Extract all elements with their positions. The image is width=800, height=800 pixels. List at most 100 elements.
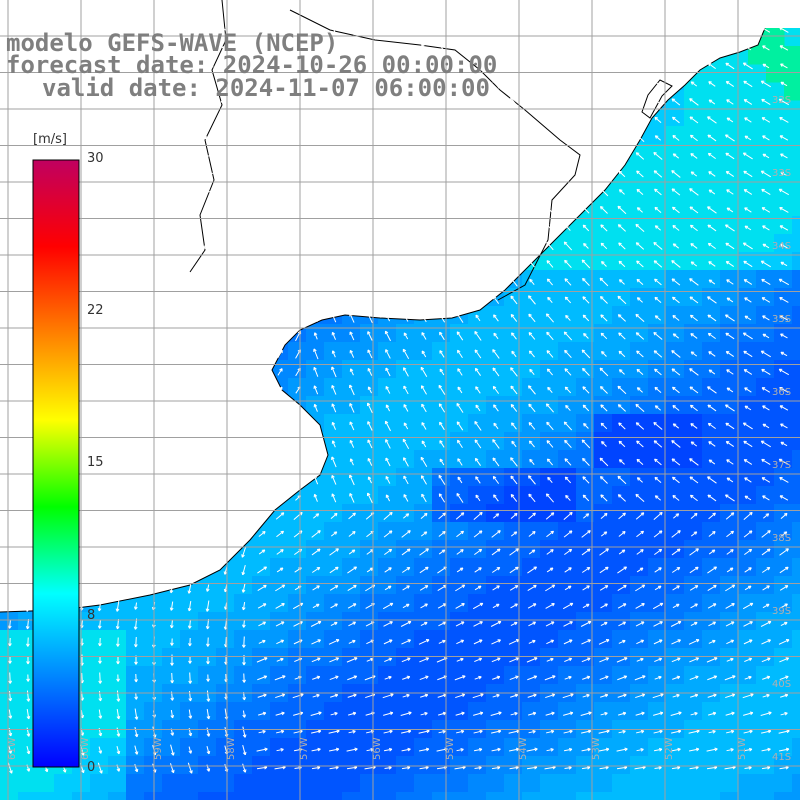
wind-arrow xyxy=(96,27,104,32)
wind-speed-cell xyxy=(738,342,757,361)
wind-arrow xyxy=(59,45,69,50)
wind-arrow xyxy=(95,100,105,104)
wind-speed-cell xyxy=(576,594,595,613)
wind-speed-cell xyxy=(468,756,487,775)
wind-arrow xyxy=(439,80,445,88)
wind-speed-cell xyxy=(738,630,757,649)
wind-speed-cell xyxy=(198,648,217,667)
wind-speed-cell xyxy=(414,450,433,469)
wind-arrow xyxy=(671,170,681,178)
wind-speed-cell xyxy=(630,216,649,235)
wind-speed-cell xyxy=(522,360,541,379)
wind-speed-cell xyxy=(378,666,397,685)
wind-speed-cell xyxy=(522,450,541,469)
wind-arrow xyxy=(528,152,536,160)
wind-arrow xyxy=(402,168,410,180)
wind-speed-cell xyxy=(450,630,469,649)
wind-arrow xyxy=(239,63,249,68)
wind-speed-cell xyxy=(738,774,757,793)
wind-speed-cell xyxy=(792,450,800,469)
wind-speed-cell xyxy=(666,144,685,163)
wind-arrow xyxy=(457,169,463,179)
wind-speed-cell xyxy=(648,756,667,775)
wind-speed-cell xyxy=(342,630,361,649)
wind-arrow xyxy=(726,99,734,105)
wind-speed-cell xyxy=(720,252,739,271)
wind-speed-cell xyxy=(774,342,793,361)
wind-speed-cell xyxy=(702,432,721,451)
wind-speed-cell xyxy=(360,576,379,595)
wind-speed-cell xyxy=(630,540,649,559)
wind-speed-cell xyxy=(180,666,199,685)
wind-arrow xyxy=(528,62,536,70)
wind-arrow xyxy=(725,152,735,160)
wind-arrow xyxy=(23,118,32,122)
wind-arrow xyxy=(457,188,463,196)
wind-speed-cell xyxy=(684,324,703,343)
wind-speed-cell xyxy=(342,648,361,667)
wind-speed-cell xyxy=(738,396,757,415)
wind-speed-cell xyxy=(792,594,800,613)
wind-speed-cell xyxy=(360,648,379,667)
wind-arrow xyxy=(40,81,52,86)
wind-speed-cell xyxy=(774,504,793,523)
wind-speed-cell xyxy=(774,522,793,541)
coastline xyxy=(0,0,766,613)
wind-arrow xyxy=(779,27,789,33)
wind-arrow xyxy=(599,26,608,34)
wind-speed-cell xyxy=(576,612,595,631)
wind-speed-cell xyxy=(324,594,343,613)
colorbar xyxy=(32,159,80,768)
wind-speed-cell xyxy=(504,576,523,595)
wind-arrow xyxy=(456,42,464,53)
wind-speed-cell xyxy=(270,756,289,775)
wind-speed-cell xyxy=(738,702,757,721)
wind-speed-cell xyxy=(766,64,785,83)
wind-speed-cell xyxy=(630,702,649,721)
wind-speed-cell xyxy=(648,216,667,235)
wind-speed-cell xyxy=(792,378,800,397)
wind-arrow xyxy=(77,81,87,86)
wind-speed-cell xyxy=(504,522,523,541)
wind-arrow xyxy=(313,96,319,107)
wind-speed-cell xyxy=(558,756,577,775)
wind-arrow xyxy=(779,135,789,141)
wind-speed-cell xyxy=(360,792,379,800)
wind-speed-cell xyxy=(378,774,397,793)
wind-speed-cell xyxy=(594,594,613,613)
wind-arrow xyxy=(761,27,771,33)
wind-arrow xyxy=(599,97,609,107)
wind-speed-cell xyxy=(630,306,649,325)
wind-arrow xyxy=(779,117,789,123)
wind-speed-cell xyxy=(108,630,127,649)
wind-speed-cell xyxy=(738,522,757,541)
wind-speed-cell xyxy=(720,648,739,667)
wind-speed-cell xyxy=(702,504,721,523)
wind-speed-cell xyxy=(450,558,469,577)
wind-speed-cell xyxy=(612,738,631,757)
wind-arrow xyxy=(707,44,717,52)
wind-arrow xyxy=(313,152,318,160)
wind-speed-cell xyxy=(666,792,685,800)
wind-speed-cell xyxy=(450,594,469,613)
wind-arrow xyxy=(707,152,716,160)
uruguay-border xyxy=(189,0,227,273)
wind-speed-cell xyxy=(648,576,667,595)
wind-arrow xyxy=(349,43,355,53)
wind-arrow xyxy=(331,170,336,178)
wind-arrow xyxy=(672,135,680,141)
wind-speed-cell xyxy=(432,504,451,523)
wind-speed-cell xyxy=(306,702,325,721)
wind-arrow xyxy=(202,154,214,159)
wind-speed-cell xyxy=(0,612,19,631)
wind-speed-cell xyxy=(702,90,721,109)
wind-speed-cell xyxy=(396,432,415,451)
wind-speed-cell xyxy=(378,630,397,649)
wind-arrow xyxy=(114,45,122,50)
wind-speed-cell xyxy=(684,648,703,667)
longitude-label: 52W xyxy=(664,737,675,760)
wind-speed-cell xyxy=(630,360,649,379)
wind-speed-cell xyxy=(576,522,595,541)
wind-speed-cell xyxy=(270,738,289,757)
wind-arrow xyxy=(761,98,771,106)
